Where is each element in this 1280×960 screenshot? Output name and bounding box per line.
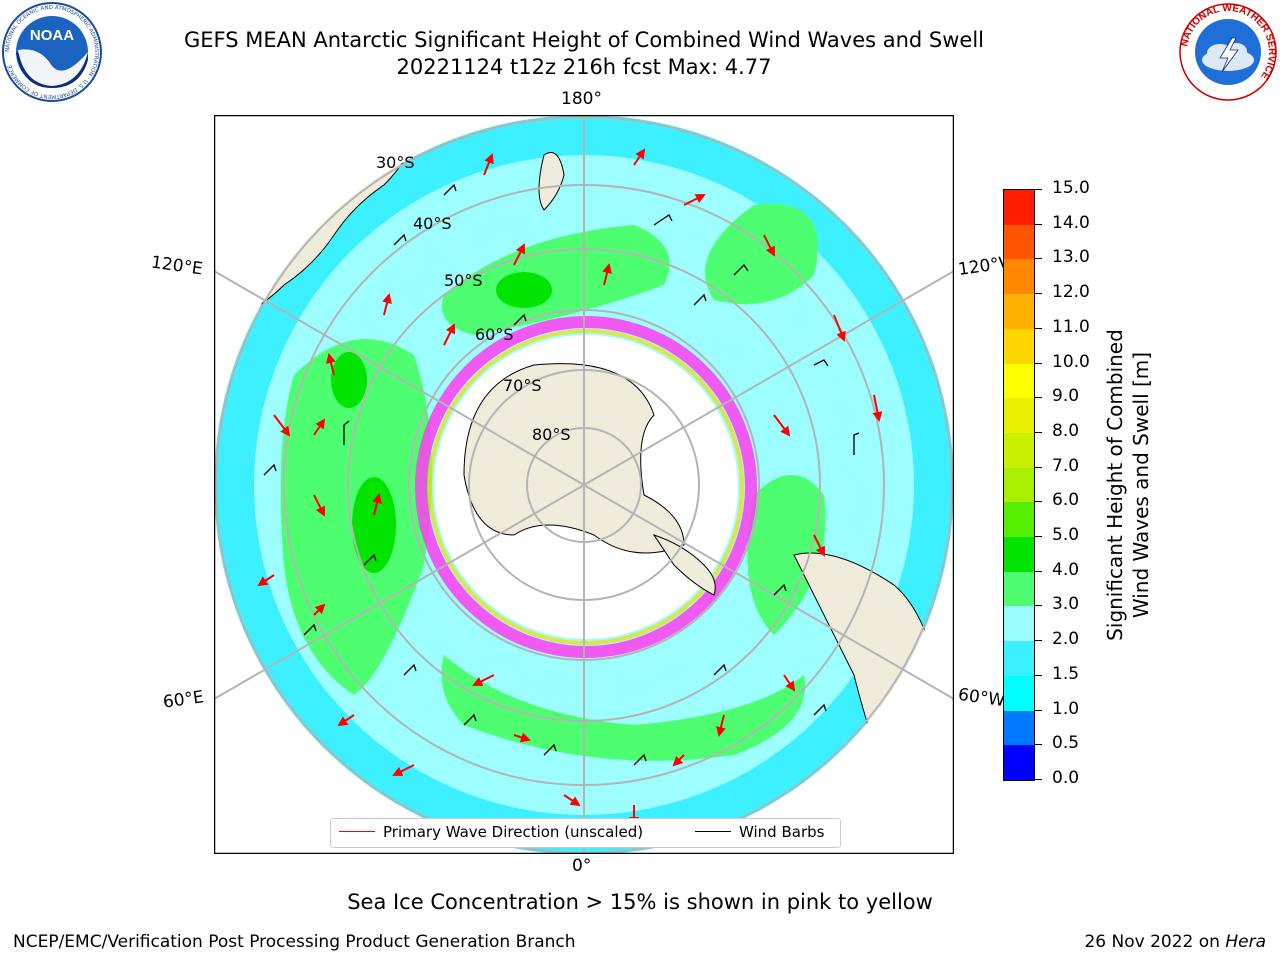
colorbar-tick-label: 0.0 (1052, 768, 1080, 788)
colorbar-tick-label: 11.0 (1052, 316, 1090, 337)
colorbar-tick (1034, 189, 1042, 190)
lat-label-30s: 30°S (376, 153, 415, 172)
wave-zone-south (441, 655, 806, 761)
colorbar-segment (1004, 190, 1034, 225)
colorbar-segment (1004, 467, 1034, 503)
legend-wave-direction: Primary Wave Direction (unscaled) (383, 823, 644, 841)
colorbar-tick (1034, 223, 1042, 225)
lat-label-60s: 60°S (475, 325, 514, 344)
colorbar-tick (1034, 293, 1042, 295)
wave-arrows (257, 148, 883, 827)
colorbar-tick-label: 10.0 (1052, 351, 1090, 372)
map-legend: Primary Wave Direction (unscaled) Wind B… (330, 818, 841, 848)
colorbar-segment (1004, 432, 1034, 468)
colorbar-tick-label: 9.0 (1052, 386, 1080, 407)
colorbar-tick (1034, 431, 1042, 433)
colorbar-tick (1034, 605, 1042, 607)
wave-zone-north (442, 225, 670, 335)
footer-machine: Hera (1225, 932, 1266, 952)
colorbar-segment (1004, 224, 1034, 260)
colorbar-tick-label: 8.0 (1052, 420, 1080, 441)
land-antarctic-peninsula (652, 534, 716, 596)
title-line-1: GEFS MEAN Antarctic Significant Height o… (183, 28, 985, 52)
colorbar-tick-label: 15.0 (1052, 178, 1090, 198)
colorbar-tick (1034, 501, 1042, 503)
map-frame (214, 115, 954, 854)
lat-label-50s: 50°S (444, 271, 483, 290)
colorbar-tick-label: 1.5 (1052, 663, 1080, 684)
footer-branch: NCEP/EMC/Verification Post Processing Pr… (13, 932, 576, 952)
wind-barbs (263, 183, 860, 766)
ice-edge-inner (428, 329, 744, 645)
lat-label-80s: 80°S (532, 425, 571, 444)
noaa-logo-text: NOAA (30, 27, 74, 44)
colorbar-tick (1034, 674, 1042, 676)
colorbar-segment (1004, 294, 1034, 329)
colorbar-segment (1004, 571, 1034, 607)
colorbar-tick-label: 0.5 (1052, 733, 1080, 754)
colorbar-segment (1004, 328, 1034, 364)
colorbar-segment (1004, 745, 1034, 780)
lon-label-lower-right: 60°W (956, 684, 1007, 712)
land-antarctica (463, 363, 685, 554)
lat-label-40s: 40°S (413, 214, 452, 233)
colorbar-label-line-1: Significant Height of Combined (1103, 329, 1127, 641)
colorbar-tick (1034, 362, 1042, 364)
colorbar-tick (1034, 744, 1042, 746)
colorbar-segment (1004, 537, 1034, 572)
lon-label-bottom: 0° (572, 856, 592, 876)
noaa-logo-icon: NOAA NATIONAL OCEANIC AND ATMOSPHERIC AD… (2, 2, 102, 102)
lon-label-top: 180° (561, 89, 602, 109)
colorbar-segment (1004, 641, 1034, 676)
colorbar-label: Significant Height of Combined Wind Wave… (1102, 185, 1154, 785)
wave-direction-swatch (339, 831, 375, 832)
colorbar-segment (1004, 259, 1034, 295)
wind-barbs-swatch (695, 831, 731, 832)
colorbar-tick-label: 14.0 (1052, 212, 1090, 233)
colorbar-segment (1004, 606, 1034, 642)
colorbar-segment (1004, 398, 1034, 433)
wave-max-northwest (331, 352, 367, 408)
footer-date: 26 Nov 2022 on Hera (1084, 932, 1266, 952)
graticule (214, 115, 954, 854)
colorbar (1003, 189, 1035, 781)
colorbar-segment (1004, 502, 1034, 538)
nws-logo-icon: NATIONAL WEATHER SERVICE (1179, 3, 1277, 101)
sea-ice-note: Sea Ice Concentration > 15% is shown in … (347, 890, 933, 914)
lon-label-lower-left: 60°E (161, 687, 206, 713)
legend-wind-barbs: Wind Barbs (739, 823, 825, 841)
colorbar-tick (1034, 640, 1042, 642)
colorbar-segment (1004, 363, 1034, 399)
colorbar-tick (1034, 327, 1042, 329)
polar-wave-map (214, 115, 954, 854)
wave-max-north (496, 272, 552, 308)
colorbar-label-line-2: Wind Waves and Swell [m] (1129, 351, 1153, 619)
wave-zone-pacific-east (705, 203, 818, 305)
colorbar-tick (1034, 466, 1042, 468)
colorbar-tick (1034, 258, 1042, 260)
colorbar-tick-label: 3.0 (1052, 594, 1080, 615)
colorbar-tick-label: 1.0 (1052, 698, 1080, 719)
title-line-2: 20221124 t12z 216h fcst Max: 4.77 (396, 55, 772, 79)
colorbar-tick-label: 4.0 (1052, 559, 1080, 580)
colorbar-tick (1034, 779, 1042, 780)
lon-label-upper-left: 120°E (149, 252, 204, 280)
colorbar-tick-label: 7.0 (1052, 455, 1080, 476)
colorbar-tick (1034, 536, 1042, 538)
colorbar-segment (1004, 675, 1034, 711)
colorbar-tick-label: 2.0 (1052, 629, 1080, 650)
colorbar-tick (1034, 709, 1042, 711)
colorbar-tick-label: 6.0 (1052, 490, 1080, 511)
colorbar-tick-label: 13.0 (1052, 247, 1090, 268)
colorbar-segment (1004, 710, 1034, 746)
ice-edge-ring (415, 316, 757, 658)
colorbar-tick (1034, 570, 1042, 572)
colorbar-tick-label: 12.0 (1052, 282, 1090, 303)
wave-max-west (352, 477, 396, 573)
colorbar-tick-label: 5.0 (1052, 525, 1080, 546)
colorbar-tick (1034, 397, 1042, 399)
wave-zone-east (747, 475, 826, 635)
footer-date-text: 26 Nov 2022 on (1084, 932, 1226, 952)
lat-label-70s: 70°S (503, 376, 542, 395)
